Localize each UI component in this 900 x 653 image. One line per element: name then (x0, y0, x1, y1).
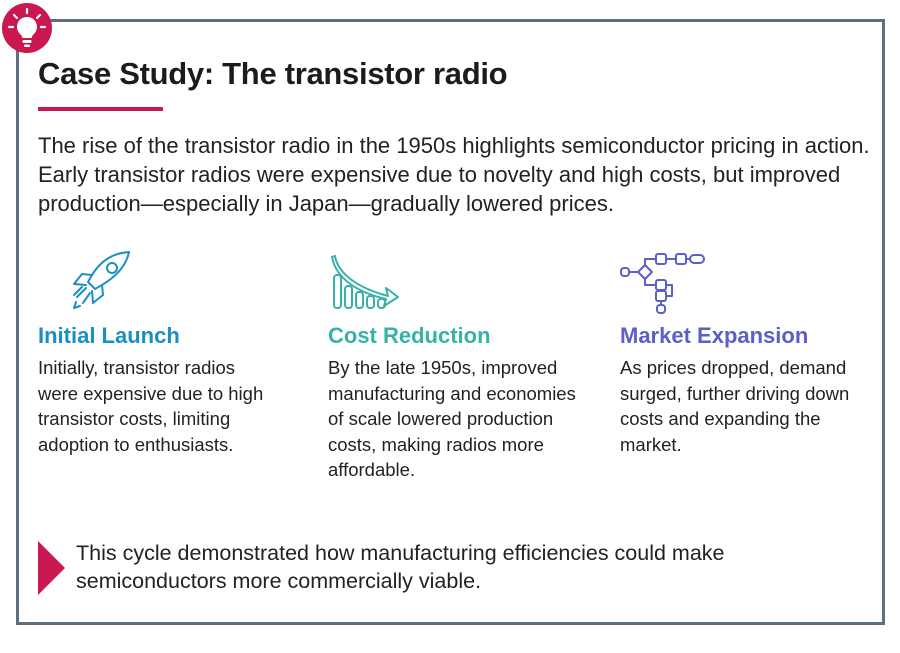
declining-chart-icon (331, 255, 399, 309)
intro-paragraph: The rise of the transistor radio in the … (38, 133, 870, 216)
rocket-icon (73, 251, 130, 309)
column-heading: Market Expansion (620, 323, 809, 348)
lightbulb-icon (7, 7, 47, 47)
case-study-card (16, 19, 885, 625)
network-flow-icon (620, 253, 705, 314)
column-heading: Cost Reduction (328, 323, 491, 348)
lightbulb-badge (2, 3, 52, 53)
triangle-arrow-icon (38, 541, 65, 595)
footer-statement: This cycle demonstrated how manufacturin… (76, 541, 725, 593)
column-body: As prices dropped, demand surged, furthe… (620, 357, 850, 455)
column-body: By the late 1950s, improved manufacturin… (328, 357, 576, 480)
column-body: Initially, transistor radios were expens… (38, 357, 264, 455)
page-title: Case Study: The transistor radio (38, 56, 508, 91)
column-heading: Initial Launch (38, 323, 180, 348)
title-underline (38, 107, 163, 111)
